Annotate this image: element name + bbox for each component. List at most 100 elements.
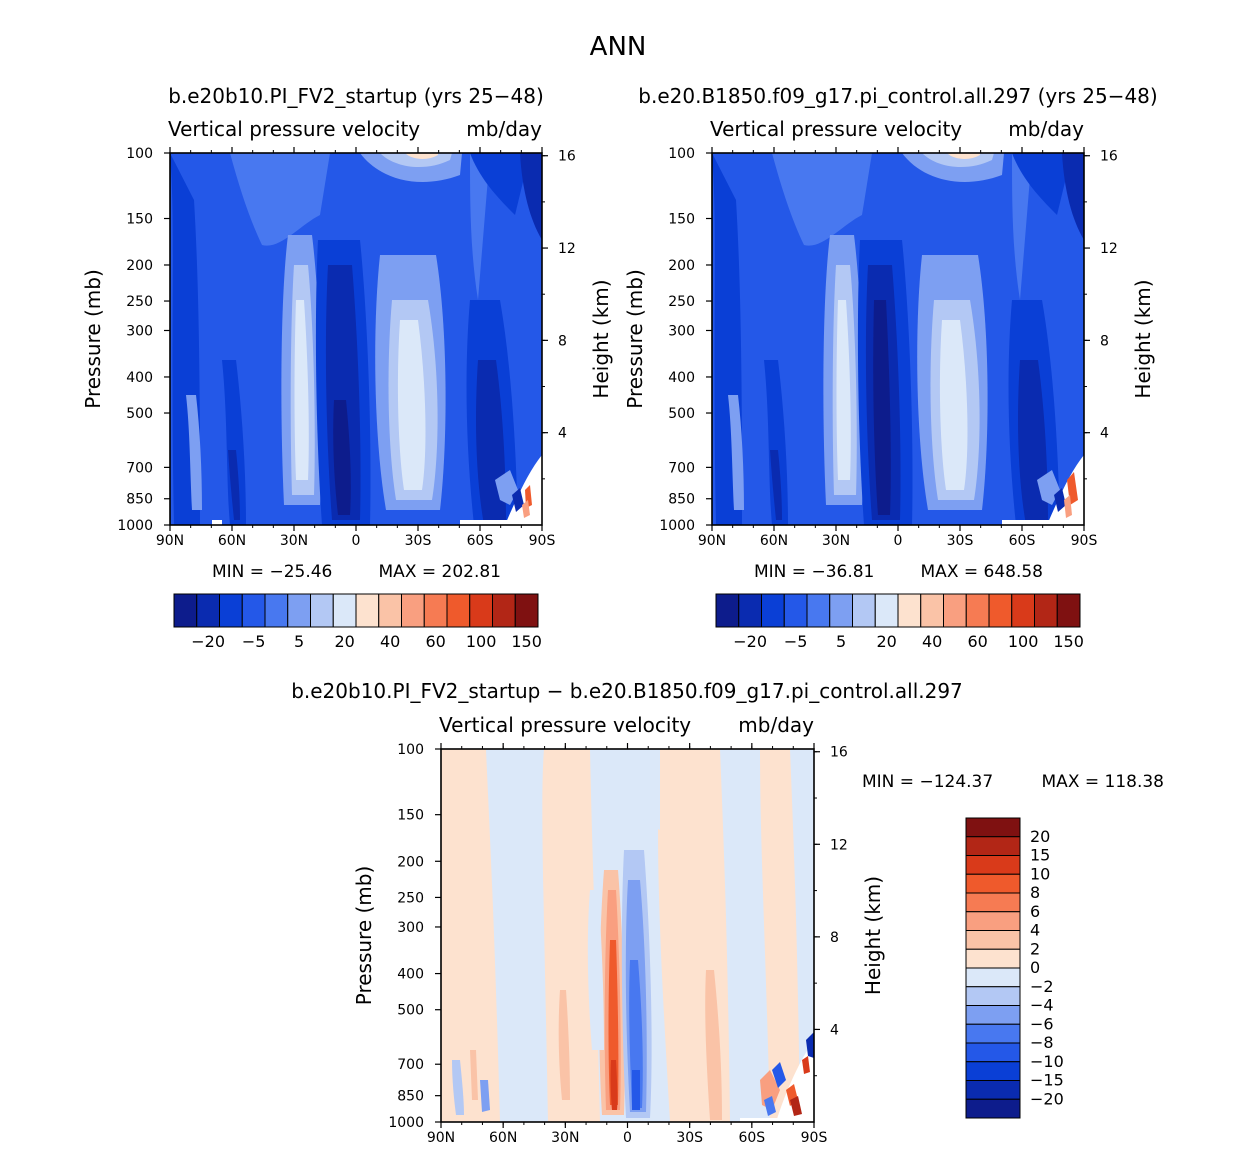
colorbar-swatch: [965, 1023, 1021, 1044]
colorbar-control: −20 −5 5 20 40 60 100 150: [715, 593, 1084, 651]
colorbar-swatch: [173, 593, 198, 628]
contour-field-control: [712, 153, 1084, 525]
colorbar-swatch: [829, 593, 853, 628]
colorbar-label: −2: [1030, 977, 1054, 996]
colorbar-swatch: [514, 593, 539, 628]
colorbar-label: 6: [1030, 902, 1040, 921]
y-right-axis-label: Height (km): [589, 279, 613, 398]
colorbar-swatch: [965, 1042, 1021, 1063]
colorbar-swatch: [965, 1005, 1021, 1025]
y-tick-label: 100: [126, 146, 153, 162]
x-tick-label: 60S: [467, 533, 494, 549]
y-tick-label: 850: [668, 492, 695, 508]
x-tick-label: 0: [352, 533, 361, 549]
y-tick-label: 500: [126, 406, 153, 422]
y-tick-label: 200: [397, 854, 424, 870]
colorbar-label: 60: [967, 632, 987, 651]
colorbar-swatch: [241, 593, 266, 628]
contour-field-test: [170, 153, 542, 525]
max-stat-test: MAX = 202.81: [379, 562, 501, 582]
colorbar-swatch: [897, 593, 922, 628]
plot-units-test: mb/day: [466, 117, 542, 141]
y-tick-label: 100: [397, 742, 424, 758]
colorbar-label: −8: [1030, 1033, 1054, 1052]
contour-field-diff: [441, 749, 814, 1122]
min-stat-test: MIN = −25.46: [212, 562, 332, 582]
min-stat-control: MIN = −36.81: [754, 562, 874, 582]
y-right-tick-label: 4: [1100, 426, 1109, 442]
case-label-diff: b.e20b10.PI_FV2_startup − b.e20.B1850.f0…: [291, 679, 963, 703]
colorbar-swatch: [219, 593, 243, 628]
x-tick-label: 30S: [676, 1130, 703, 1146]
x-tick-label: 30S: [947, 533, 974, 549]
colorbar-swatch: [1056, 593, 1081, 628]
x-tick-label: 30N: [822, 533, 850, 549]
colorbar-swatch: [264, 593, 289, 628]
colorbar-swatch: [423, 593, 448, 628]
x-tick-label: 30N: [280, 533, 308, 549]
x-tick-label: 90N: [698, 533, 726, 549]
y-tick-label: 300: [397, 920, 424, 936]
colorbar-label: 20: [1030, 827, 1050, 846]
y-tick-label: 1000: [388, 1115, 424, 1131]
y-right-tick-label: 16: [830, 745, 848, 761]
x-tick-label: 60N: [760, 533, 788, 549]
colorbar-swatch: [378, 593, 402, 628]
colorbar-swatch: [988, 593, 1013, 628]
colorbar-swatch: [920, 593, 944, 628]
y-tick-label: 500: [397, 1003, 424, 1019]
panel-test: b.e20b10.PI_FV2_startup (yrs 25−48) Vert…: [81, 84, 613, 549]
panel-control: b.e20.B1850.f09_g17.pi_control.all.297 (…: [623, 84, 1158, 549]
y-right-tick-label: 16: [558, 149, 576, 165]
colorbar-swatch: [1011, 593, 1035, 628]
case-label-control: b.e20.B1850.f09_g17.pi_control.all.297 (…: [638, 84, 1157, 108]
min-stat-diff: MIN = −124.37: [862, 772, 993, 792]
colorbar-label: 100: [1008, 632, 1039, 651]
x-tick-label: 60N: [218, 533, 246, 549]
colorbar-swatch: [965, 948, 1021, 969]
colorbar-swatch: [852, 593, 876, 628]
y-right-tick-label: 12: [1100, 241, 1118, 257]
plot-units-control: mb/day: [1008, 117, 1084, 141]
y-right-tick-label: 8: [1100, 333, 1109, 349]
colorbar-label: 100: [466, 632, 497, 651]
plot-units-diff: mb/day: [738, 713, 814, 737]
colorbar-swatch: [965, 967, 1021, 988]
colorbar-swatch: [874, 593, 899, 628]
colorbar-label: 150: [1053, 632, 1084, 651]
x-tick-label: 90N: [427, 1130, 455, 1146]
colorbar-swatch: [1034, 593, 1058, 628]
y-axis-label: Pressure (mb): [623, 269, 647, 409]
y-tick-label: 400: [668, 370, 695, 386]
y-right-tick-label: 4: [830, 1022, 839, 1038]
y-tick-label: 250: [668, 294, 695, 310]
colorbar-swatch: [738, 593, 762, 628]
colorbar-swatch: [965, 1080, 1021, 1100]
y-tick-label: 700: [668, 460, 695, 476]
y-axis-label: Pressure (mb): [81, 269, 105, 409]
colorbar-label: 40: [380, 632, 400, 651]
colorbar-label: −15: [1030, 1071, 1064, 1090]
plot-title-diff: Vertical pressure velocity: [439, 713, 691, 737]
y-tick-label: 850: [397, 1089, 424, 1105]
colorbar-label: 20: [876, 632, 896, 651]
colorbar-swatch: [332, 593, 357, 628]
colorbar-swatch: [446, 593, 471, 628]
y-tick-label: 150: [668, 212, 695, 228]
colorbar-swatch: [492, 593, 516, 628]
y-tick-label: 700: [397, 1057, 424, 1073]
plot-title-control: Vertical pressure velocity: [710, 117, 962, 141]
colorbar-swatch: [806, 593, 831, 628]
y-tick-label: 250: [397, 890, 424, 906]
colorbar-swatch: [965, 836, 1021, 856]
y-right-axis-label: Height (km): [861, 876, 885, 995]
y-tick-label: 500: [668, 406, 695, 422]
colorbar-swatch: [401, 593, 425, 628]
x-tick-label: 90S: [801, 1130, 828, 1146]
colorbar-label: 5: [294, 632, 304, 651]
axis-ticks-test: 90N 60N 30N 0 30S 60S 90S 100 150 200 250 300 400 500…: [81, 146, 613, 549]
y-tick-label: 300: [668, 323, 695, 339]
colorbar-swatch: [965, 873, 1021, 894]
